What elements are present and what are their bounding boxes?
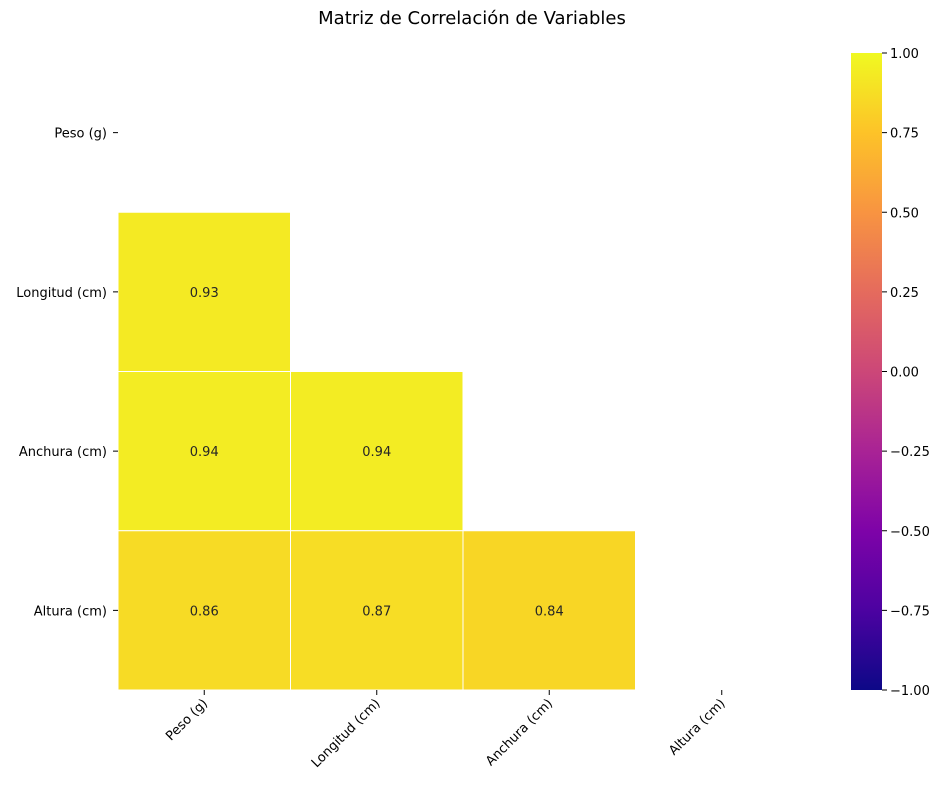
- colorbar-tick-label: 0.00: [890, 366, 919, 381]
- colorbar-tick-label: 0.50: [890, 206, 919, 221]
- x-tick-label: Longitud (cm): [309, 696, 384, 771]
- chart-title: Matriz de Correlación de Variables: [318, 8, 626, 29]
- colorbar-tick-label: −0.25: [890, 445, 930, 460]
- colorbar-tick-label: 0.25: [890, 286, 919, 301]
- y-axis: Peso (g) Longitud (cm) Anchura (cm) Altura …: [16, 127, 118, 619]
- colorbar-tick-label: −1.00: [890, 684, 930, 699]
- x-tick-label: Altura (cm): [666, 696, 728, 758]
- heatmap-cell: [462, 530, 636, 691]
- y-tick-label: Anchura (cm): [19, 445, 107, 460]
- y-tick-label: Peso (g): [54, 127, 107, 142]
- colorbar-tick-label: −0.50: [890, 525, 930, 540]
- colorbar-tick-label: −0.75: [890, 604, 930, 619]
- heatmap-cell: [117, 371, 291, 532]
- x-tick-label: Anchura (cm): [483, 696, 556, 769]
- heatmap-cells: [117, 211, 636, 691]
- colorbar: [851, 53, 882, 690]
- cell-value-label: 0.94: [362, 445, 391, 460]
- heatmap-cell: [290, 371, 464, 532]
- cell-value-label: 0.93: [190, 286, 219, 301]
- heatmap-cell: [117, 530, 291, 691]
- x-tick-label: Peso (g): [163, 696, 211, 744]
- colorbar-axis: 1.00 0.75 0.50 0.25 0.00 −0.25 −0.50 −0.75 −1.00: [882, 47, 930, 699]
- y-tick-label: Altura (cm): [34, 604, 107, 619]
- cell-value-label: 0.84: [535, 604, 564, 619]
- heatmap-cell: [117, 211, 291, 372]
- heatmap-cell: [290, 530, 464, 691]
- cell-value-label: 0.94: [190, 445, 219, 460]
- heatmap-annotations: 0.93 0.94 0.94 0.86 0.87 0.84: [190, 286, 564, 620]
- cell-value-label: 0.87: [362, 604, 391, 619]
- colorbar-tick-label: 0.75: [890, 127, 919, 142]
- cell-value-label: 0.86: [190, 604, 219, 619]
- colorbar-tick-label: 1.00: [890, 47, 919, 62]
- x-axis: Peso (g) Longitud (cm) Anchura (cm) Altura …: [163, 690, 729, 771]
- y-tick-label: Longitud (cm): [16, 286, 107, 301]
